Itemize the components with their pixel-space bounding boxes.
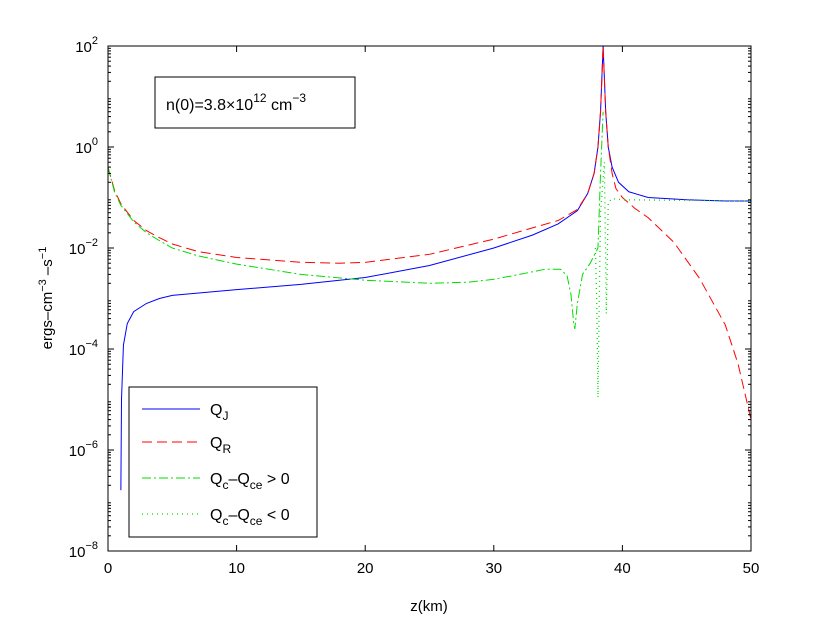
y-axis-label: ergs–cm−3 –s−1 xyxy=(37,247,56,350)
legend-label-qc-pos: Qc–Qce > 0 xyxy=(210,471,290,492)
annotation-frame xyxy=(154,76,356,129)
x-axis-label: z(km) xyxy=(410,598,448,615)
annotation-post: cm xyxy=(267,97,293,114)
y-tick-label: 10−2 xyxy=(69,237,98,258)
legend-label-qc-neg: Qc–Qce < 0 xyxy=(210,507,290,528)
y-tick-label: 102 xyxy=(75,35,98,56)
annotation-exp2: −3 xyxy=(292,91,306,105)
annotation-text: n(0)=3.8×1012 cm−3 xyxy=(166,91,306,114)
x-tick-label: 0 xyxy=(104,560,112,577)
y-axis-label-exp2: −1 xyxy=(37,247,49,260)
series-qr-line xyxy=(108,46,751,420)
y-tick-label: 10−6 xyxy=(69,439,98,460)
y-tick-label: 10−4 xyxy=(69,338,98,359)
annotation-box: n(0)=3.8×1012 cm−3 xyxy=(154,76,356,129)
legend-label-qj: QJ xyxy=(210,402,228,423)
series-qc-neg-line xyxy=(594,162,751,398)
series-qc-pos-line xyxy=(108,111,604,329)
x-tick-label: 30 xyxy=(485,560,502,577)
x-tick-label: 20 xyxy=(357,560,374,577)
x-tick-label: 40 xyxy=(614,560,631,577)
legend-frame xyxy=(128,386,318,538)
y-tick-label: 10−8 xyxy=(69,540,98,561)
ticks-layer: 0 10 20 30 40 50 10−8 10−6 10−4 10−2 100 102 xyxy=(69,35,760,577)
y-axis-label-base: ergs–cm xyxy=(39,292,56,350)
x-tick-label: 50 xyxy=(743,560,760,577)
legend-label-qr: QR xyxy=(210,435,231,456)
y-tick-label: 100 xyxy=(75,136,98,157)
series-layer xyxy=(108,46,751,491)
y-axis-label-exp1: −3 xyxy=(37,279,49,292)
legend: QJ QR Qc–Qce > 0 Qc–Qce < 0 xyxy=(128,386,318,538)
annotation-exp: 12 xyxy=(253,91,267,105)
annotation-pre: n(0)=3.8×10 xyxy=(166,97,253,114)
series-qj-line xyxy=(120,46,751,491)
plot-frame xyxy=(107,45,752,552)
y-axis-label-mid: –s xyxy=(39,259,56,279)
x-tick-label: 10 xyxy=(228,560,245,577)
